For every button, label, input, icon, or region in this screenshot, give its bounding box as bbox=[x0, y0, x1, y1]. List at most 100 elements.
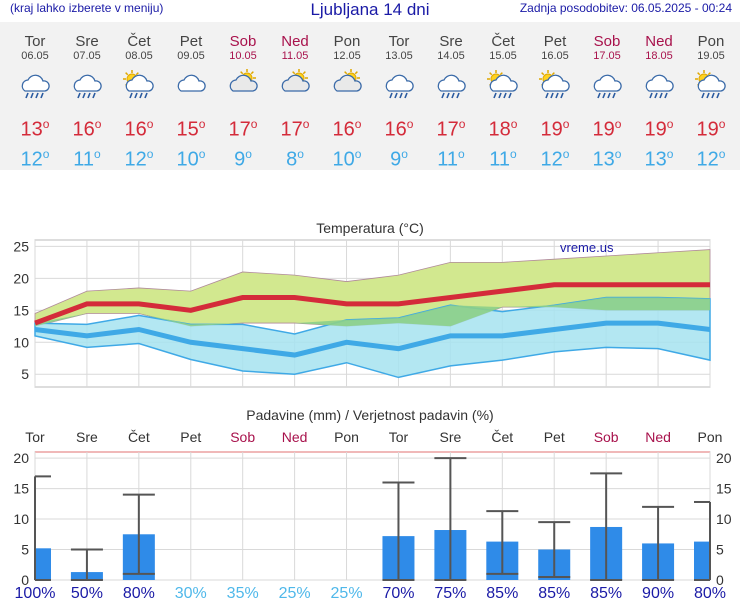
forecast-day: Pon 19.05 19o 12o bbox=[685, 22, 737, 171]
forecast-day: Tor 13.05 16o 9o bbox=[373, 22, 425, 171]
min-temperature: 12o bbox=[540, 147, 570, 171]
max-temp-line bbox=[34, 282, 710, 326]
day-date: 18.05 bbox=[645, 50, 673, 62]
day-date: 15.05 bbox=[489, 50, 517, 62]
rain-cloud-icon bbox=[633, 69, 685, 99]
sun-cloud-icon bbox=[269, 69, 321, 99]
sun-cloud-rain-icon bbox=[529, 69, 581, 99]
precip-probability: 85% bbox=[590, 585, 622, 600]
day-name: Pon bbox=[333, 33, 361, 50]
y-tick-label: 0 bbox=[21, 572, 29, 588]
precip-probability: 80% bbox=[123, 585, 155, 600]
precip-probability: 75% bbox=[434, 585, 466, 600]
min-temp-line bbox=[34, 320, 711, 358]
watermark: vreme.us bbox=[560, 240, 614, 255]
day-name: Pet bbox=[543, 33, 567, 50]
precip-bar bbox=[694, 541, 710, 580]
precip-probability: 35% bbox=[227, 585, 259, 600]
cloud-icon bbox=[165, 69, 217, 99]
y-tick-label-right: 0 bbox=[716, 572, 724, 588]
min-temperature: 9o bbox=[390, 147, 408, 171]
day-date: 11.05 bbox=[281, 50, 309, 62]
forecast-day: Čet 15.05 18o 11o bbox=[477, 22, 529, 171]
day-name: Tor bbox=[388, 33, 410, 50]
min-temperature: 8o bbox=[286, 147, 304, 171]
x-tick-label: Pon bbox=[698, 429, 723, 445]
day-date: 17.05 bbox=[593, 50, 621, 62]
day-name: Čet bbox=[127, 33, 151, 50]
day-name: Čet bbox=[491, 33, 515, 50]
min-temperature: 11o bbox=[73, 147, 101, 171]
y-tick-label: 5 bbox=[21, 542, 29, 558]
x-tick-label: Pon bbox=[334, 429, 359, 445]
day-date: 19.05 bbox=[697, 50, 725, 62]
x-tick-label: Pet bbox=[180, 429, 201, 445]
forecast-day: Ned 11.05 17o 8o bbox=[269, 22, 321, 171]
temperature-chart-title: Temperatura (°C) bbox=[316, 220, 424, 236]
forecast-day: Pet 16.05 19o 12o bbox=[529, 22, 581, 171]
max-temperature: 19o bbox=[592, 117, 622, 141]
x-tick-label: Čet bbox=[128, 429, 150, 445]
forecast-day: Ned 18.05 19o 13o bbox=[633, 22, 685, 171]
day-date: 08.05 bbox=[125, 50, 153, 62]
day-name: Pon bbox=[697, 33, 725, 50]
min-temperature: 11o bbox=[489, 147, 517, 171]
forecast-day: Tor 06.05 13o 12o bbox=[9, 22, 61, 171]
day-date: 12.05 bbox=[333, 50, 361, 62]
max-temperature: 16o bbox=[332, 117, 362, 141]
daily-forecast-strip: Tor 06.05 13o 12o Sre 07.05 16o 11o Čet 08.05 16o 1… bbox=[0, 22, 740, 171]
y-tick-label: 20 bbox=[13, 450, 29, 466]
precip-probability: 70% bbox=[382, 585, 414, 600]
day-date: 09.05 bbox=[177, 50, 205, 62]
precip-probability: 25% bbox=[331, 585, 363, 600]
min-temperature: 10o bbox=[176, 147, 206, 171]
day-name: Sre bbox=[439, 33, 463, 50]
max-temperature: 19o bbox=[696, 117, 726, 141]
min-temperature: 9o bbox=[234, 147, 252, 171]
x-tick-label: Sre bbox=[439, 429, 461, 445]
day-name: Ned bbox=[645, 33, 673, 50]
day-name: Pet bbox=[179, 33, 203, 50]
precip-probability: 85% bbox=[538, 585, 570, 600]
min-temperature: 13o bbox=[592, 147, 622, 171]
y-tick-label-right: 10 bbox=[716, 511, 732, 527]
max-temperature: 16o bbox=[124, 117, 154, 141]
y-tick-label-right: 5 bbox=[716, 542, 724, 558]
y-tick-label: 15 bbox=[13, 302, 29, 318]
forecast-day: Sob 10.05 17o 9o bbox=[217, 22, 269, 171]
forecast-day: Sob 17.05 19o 13o bbox=[581, 22, 633, 171]
max-temperature: 16o bbox=[384, 117, 414, 141]
forecast-day: Pon 12.05 16o 10o bbox=[321, 22, 373, 171]
min-temperature: 13o bbox=[644, 147, 674, 171]
x-tick-label: Sob bbox=[230, 429, 255, 445]
day-name: Sob bbox=[593, 33, 621, 50]
precip-bar bbox=[35, 548, 51, 580]
page-title: Ljubljana 14 dni bbox=[310, 0, 430, 19]
day-date: 07.05 bbox=[73, 50, 101, 62]
day-date: 14.05 bbox=[437, 50, 465, 62]
x-tick-label: Sre bbox=[76, 429, 98, 445]
x-tick-label: Čet bbox=[491, 429, 513, 445]
y-tick-label: 10 bbox=[13, 511, 29, 527]
min-temp-range-band bbox=[34, 296, 711, 379]
precip-probability: 85% bbox=[486, 585, 518, 600]
y-tick-label: 15 bbox=[13, 481, 29, 497]
location-menu-hint: (kraj lahko izberete v meniju) bbox=[10, 1, 164, 15]
sun-cloud-icon bbox=[321, 69, 373, 99]
forecast-day: Čet 08.05 16o 12o bbox=[113, 22, 165, 171]
y-tick-label-right: 20 bbox=[716, 450, 732, 466]
max-temperature: 13o bbox=[20, 117, 50, 141]
day-date: 13.05 bbox=[385, 50, 413, 62]
y-tick-label: 20 bbox=[13, 270, 29, 286]
min-temperature: 12o bbox=[20, 147, 50, 171]
forecast-day: Sre 14.05 17o 11o bbox=[425, 22, 477, 171]
page-header: (kraj lahko izberete v meniju) Ljubljana… bbox=[0, 0, 740, 22]
precip-probability: 100% bbox=[15, 585, 56, 600]
max-temperature: 17o bbox=[280, 117, 310, 141]
sun-cloud-rain-icon bbox=[477, 69, 529, 99]
x-tick-label: Ned bbox=[282, 429, 308, 445]
sun-cloud-rain-icon bbox=[113, 69, 165, 99]
max-temperature: 16o bbox=[72, 117, 102, 141]
day-date: 16.05 bbox=[541, 50, 569, 62]
max-temperature: 19o bbox=[644, 117, 674, 141]
